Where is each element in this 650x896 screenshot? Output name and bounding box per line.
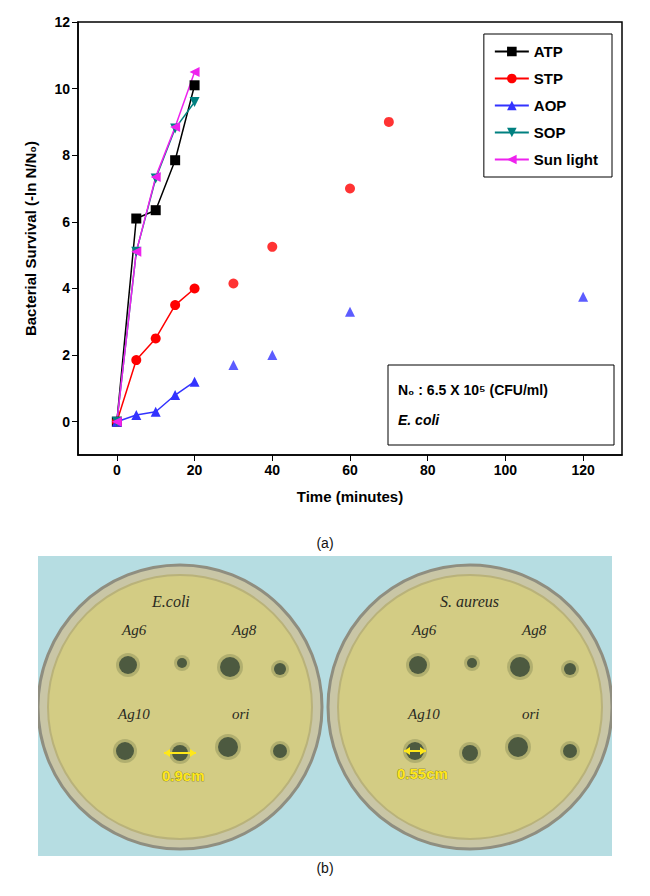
svg-text:0: 0 [62, 414, 70, 430]
svg-text:Sun light: Sun light [534, 151, 598, 168]
svg-text:120: 120 [571, 462, 595, 478]
svg-text:20: 20 [187, 462, 203, 478]
svg-text:ATP: ATP [534, 43, 563, 60]
svg-text:E.coli: E.coli [151, 593, 190, 610]
svg-text:0: 0 [113, 462, 121, 478]
html-text:(a): (a) [316, 535, 334, 551]
svg-text:12: 12 [54, 14, 70, 30]
svg-text:2: 2 [62, 347, 70, 363]
svg-text:Ag10: Ag10 [117, 706, 150, 722]
svg-text:E. coli: E. coli [398, 412, 440, 428]
html-text:(b): (b) [316, 860, 334, 876]
svg-text:Time (minutes): Time (minutes) [297, 488, 403, 505]
svg-text:AOP: AOP [534, 97, 567, 114]
svg-text:80: 80 [420, 462, 436, 478]
svg-text:Ag8: Ag8 [521, 622, 547, 638]
svg-text:100: 100 [494, 462, 518, 478]
svg-text:40: 40 [264, 462, 280, 478]
svg-text:ori: ori [522, 706, 540, 722]
svg-text:Ag6: Ag6 [121, 622, 147, 638]
svg-text:Bacterial Survival (-ln N/N₀): Bacterial Survival (-ln N/N₀) [22, 141, 39, 336]
svg-text:4: 4 [62, 280, 70, 296]
svg-text:SOP: SOP [534, 124, 566, 141]
svg-text:8: 8 [62, 147, 70, 163]
svg-text:Ag10: Ag10 [407, 706, 440, 722]
svg-text:STP: STP [534, 70, 563, 87]
svg-text:0.9cm: 0.9cm [162, 767, 205, 784]
svg-text:Ag6: Ag6 [411, 622, 437, 638]
svg-text:10: 10 [54, 81, 70, 97]
svg-text:Ag8: Ag8 [231, 622, 257, 638]
svg-text:0.55cm: 0.55cm [397, 765, 448, 782]
svg-text:60: 60 [342, 462, 358, 478]
svg-text:6: 6 [62, 214, 70, 230]
svg-text:S. aureus: S. aureus [440, 593, 499, 610]
svg-text:ori: ori [232, 706, 250, 722]
svg-text:N₀ : 6.5 X 10⁵ (CFU/ml): N₀ : 6.5 X 10⁵ (CFU/ml) [398, 382, 548, 398]
